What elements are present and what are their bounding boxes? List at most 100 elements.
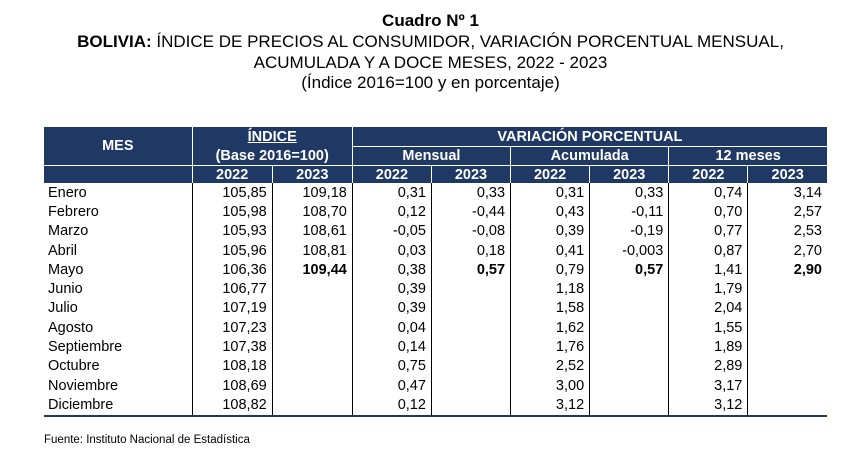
value-cell-a22: 3,12 [510, 395, 590, 417]
header-variacion: VARIACIÓN PORCENTUAL [351, 127, 827, 147]
value-cell-i23: 109,44 [271, 260, 353, 280]
month-cell: Julio [48, 300, 78, 317]
value-cell-m23: 0,57 [430, 260, 511, 280]
value-cell-i23: 108,81 [271, 240, 353, 261]
value-cell-m22: 0,12 [351, 395, 432, 417]
value-cell-d22: 0,70 [668, 202, 748, 222]
value-cell-d23 [747, 298, 827, 319]
value-cell-m22: 0,39 [351, 279, 432, 299]
value-cell-d22: 0,74 [668, 183, 748, 203]
table-row: Agosto 107,23 0,04 1,62 1,55 [44, 318, 827, 338]
value-cell-a23: -0,003 [589, 240, 669, 261]
value-cell-d23: 2,70 [747, 240, 827, 261]
month-cell: Octubre [48, 358, 100, 375]
value-cell-i23 [271, 356, 353, 376]
header-row-3: 2022 2023 2022 2023 2022 2023 2022 2023 [44, 165, 827, 183]
value-cell-m22: 0,38 [351, 260, 432, 280]
value-cell-a22: 1,18 [510, 279, 590, 299]
header-row-1: MES ÍNDICE VARIACIÓN PORCENTUAL [44, 127, 827, 166]
value-cell-d22: 1,89 [668, 337, 748, 357]
value-cell-d22: 2,04 [668, 298, 748, 319]
value-cell-d23: 2,90 [747, 260, 827, 280]
value-cell-d22: 0,77 [668, 221, 748, 241]
value-cell-i22: 105,98 [191, 202, 273, 222]
value-cell-m23 [430, 337, 511, 357]
value-cell-a23 [589, 318, 669, 338]
value-cell-m23 [430, 356, 511, 376]
value-cell-a23: 0,57 [589, 260, 669, 280]
value-cell-a23: -0,11 [589, 202, 669, 222]
value-cell-a22: 0,31 [510, 183, 590, 203]
value-cell-d23: 2,57 [747, 202, 827, 222]
value-cell-d23 [747, 337, 827, 357]
header-year: 2022 [510, 165, 590, 183]
value-cell-a22: 0,41 [510, 240, 590, 261]
header-base: (Base 2016=100) [191, 146, 353, 166]
cpi-table: MES ÍNDICE VARIACIÓN PORCENTUAL (Base 20… [44, 127, 827, 417]
table-row: Octubre 108,18 0,75 2,52 2,89 [44, 356, 827, 376]
header-year: 2022 [191, 165, 273, 183]
month-cell: Junio [48, 281, 83, 298]
value-cell-m23: -0,44 [430, 202, 511, 222]
table-subtitle: (Índice 2016=100 y en porcentaje) [301, 73, 560, 92]
value-cell-i22: 105,93 [191, 221, 273, 241]
header-mes: MES [44, 127, 193, 166]
value-cell-a23 [589, 279, 669, 299]
header-doce-meses: 12 meses [668, 146, 827, 166]
value-cell-i23 [271, 395, 353, 417]
table-row: Marzo 105,93 108,61 -0,05 -0,08 0,39 -0,19 0,77… [44, 221, 827, 241]
value-cell-i22: 106,77 [191, 279, 273, 299]
value-cell-d22: 3,12 [668, 395, 748, 417]
value-cell-d22: 3,17 [668, 375, 748, 396]
value-cell-i23 [271, 279, 353, 299]
value-cell-a23 [589, 356, 669, 376]
value-cell-m23: 0,33 [430, 183, 511, 203]
value-cell-m22: 0,39 [351, 298, 432, 319]
source-note: Fuente: Instituto Nacional de Estadístic… [44, 434, 250, 446]
value-cell-d23 [747, 395, 827, 417]
table-title-line1: BOLIVIA: ÍNDICE DE PRECIOS AL CONSUMIDOR… [0, 32, 861, 52]
value-cell-i23: 109,18 [271, 183, 353, 203]
month-cell: Febrero [48, 203, 99, 220]
month-cell: Noviembre [48, 377, 119, 394]
value-cell-m23: 0,18 [430, 240, 511, 261]
value-cell-i23 [271, 318, 353, 338]
header-indice: ÍNDICE [191, 127, 353, 147]
value-cell-i22: 107,23 [191, 318, 273, 338]
table-row: Diciembre 108,82 0,12 3,12 3,12 [44, 395, 827, 417]
value-cell-a22: 1,58 [510, 298, 590, 319]
month-cell: Diciembre [44, 395, 193, 417]
value-cell-a22: 1,76 [510, 337, 590, 357]
value-cell-d22: 2,89 [668, 356, 748, 376]
value-cell-m23 [430, 395, 511, 417]
value-cell-d23 [747, 356, 827, 376]
value-cell-d23: 3,14 [747, 183, 827, 203]
value-cell-i22: 108,18 [191, 356, 273, 376]
header-year: 2023 [271, 165, 353, 183]
value-cell-a22: 2,52 [510, 356, 590, 376]
title-rest: ÍNDICE DE PRECIOS AL CONSUMIDOR, VARIACI… [151, 32, 784, 51]
value-cell-m22: 0,47 [351, 375, 432, 396]
header-blank [44, 165, 193, 183]
header-year: 2022 [351, 165, 432, 183]
header-row-2: (Base 2016=100) Mensual Acumulada 12 mes… [44, 146, 827, 166]
value-cell-a23 [589, 337, 669, 357]
month-cell: Marzo [48, 223, 89, 240]
table-row: Noviembre 108,69 0,47 3,00 3,17 [44, 375, 827, 396]
value-cell-i22: 106,36 [191, 260, 273, 280]
value-cell-d23 [747, 279, 827, 299]
value-cell-i23 [271, 375, 353, 396]
value-cell-i22: 105,96 [191, 240, 273, 261]
value-cell-a22: 0,39 [510, 221, 590, 241]
value-cell-d22: 1,79 [668, 279, 748, 299]
value-cell-d22: 0,87 [668, 240, 748, 261]
value-cell-a23 [589, 375, 669, 396]
title-block: Cuadro Nº 1 BOLIVIA: ÍNDICE DE PRECIOS A… [0, 10, 861, 93]
value-cell-m22: 0,14 [351, 337, 432, 357]
month-cell: Abril [48, 242, 78, 259]
value-cell-i22: 107,38 [191, 337, 273, 357]
header-year: 2023 [589, 165, 669, 183]
header-year: 2023 [747, 165, 827, 183]
value-cell-m22: -0,05 [351, 221, 432, 241]
header-acumulada: Acumulada [510, 146, 669, 166]
